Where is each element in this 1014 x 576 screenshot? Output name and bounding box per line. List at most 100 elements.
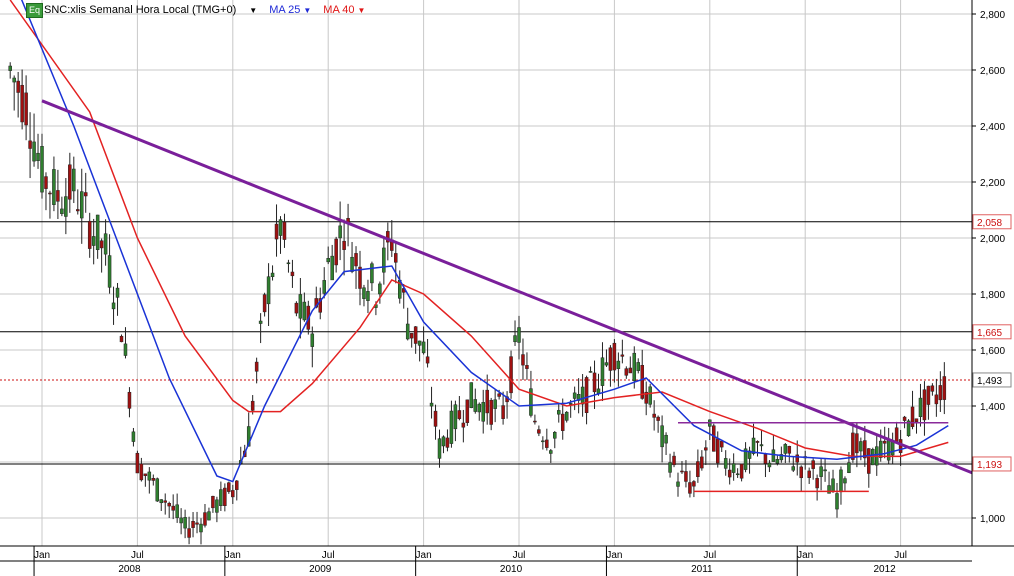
candle-body xyxy=(274,223,279,240)
candle-body xyxy=(60,208,64,214)
candle-body xyxy=(588,371,593,373)
candle-body xyxy=(330,255,334,281)
candle-body xyxy=(314,298,319,308)
candle-body xyxy=(851,432,855,460)
candle-body xyxy=(187,528,191,538)
candle-body xyxy=(684,471,688,482)
x-tick-label: Jan xyxy=(606,550,622,561)
candle-body xyxy=(517,327,521,343)
ma40-label[interactable]: MA 40 xyxy=(323,4,355,16)
candle-body xyxy=(24,92,28,126)
candle-body xyxy=(831,478,835,493)
ma40-dropdown-icon[interactable]: ▼ xyxy=(357,5,366,15)
candle-body xyxy=(358,266,362,289)
candle-body xyxy=(215,499,219,513)
candle-body xyxy=(568,403,573,405)
candle-body xyxy=(644,391,648,404)
candle-body xyxy=(258,320,263,324)
candle-body xyxy=(44,176,48,189)
candle-body xyxy=(76,209,80,212)
chart-header: Eq SNC:xlis Semanal Hora Local (TMG+0) ▼… xyxy=(26,2,377,18)
candle-body xyxy=(580,386,585,405)
candle-body xyxy=(620,354,625,357)
symbol-dropdown-icon[interactable]: ▼ xyxy=(249,5,258,15)
candle-body xyxy=(107,255,112,288)
candle-body xyxy=(147,471,152,481)
candle-body xyxy=(235,480,239,490)
candle-body xyxy=(72,168,76,192)
candle-body xyxy=(759,444,764,447)
candle-body xyxy=(155,478,160,502)
candle-body xyxy=(473,399,478,412)
candle-body xyxy=(914,418,919,423)
candle-body xyxy=(171,505,175,511)
candle-body xyxy=(612,342,617,371)
candle-body xyxy=(294,302,299,314)
ma40-line xyxy=(9,0,949,458)
x-tick-label: Jul xyxy=(513,550,526,561)
candle-body xyxy=(16,80,20,93)
candle-body xyxy=(775,459,780,464)
candle-body xyxy=(664,434,668,444)
symbol-label[interactable]: SNC:xlis Semanal Hora Local (TMG+0) xyxy=(44,4,237,16)
candle-body xyxy=(175,504,179,518)
candle-body xyxy=(767,462,772,468)
candle-body xyxy=(405,323,410,340)
candle-body xyxy=(668,462,672,473)
candle-body xyxy=(246,426,251,447)
candle-body xyxy=(135,452,140,474)
trendline[interactable] xyxy=(41,99,981,478)
candle-body xyxy=(95,214,100,251)
candle-body xyxy=(262,294,267,313)
year-label: 2010 xyxy=(500,564,523,575)
candle-body xyxy=(254,361,259,372)
candle-body xyxy=(771,449,776,462)
candle-body xyxy=(167,503,171,507)
candle-body xyxy=(80,191,84,219)
y-tick-label: 1,800 xyxy=(980,290,1005,301)
candle-body xyxy=(326,258,330,263)
candle-body xyxy=(648,386,652,405)
candle-body xyxy=(719,440,724,448)
candle-body xyxy=(12,77,16,83)
year-label: 2011 xyxy=(691,564,713,575)
ma25-label[interactable]: MA 25 xyxy=(269,4,301,16)
eq-icon[interactable]: Eq xyxy=(26,2,43,18)
candle-body xyxy=(847,462,851,474)
candle-body xyxy=(704,447,708,451)
candle-body xyxy=(445,437,450,448)
ma25-dropdown-icon[interactable]: ▼ xyxy=(303,5,312,15)
candle-body xyxy=(696,461,700,477)
candle-body xyxy=(36,152,40,162)
candle-body xyxy=(688,482,692,494)
candle-body xyxy=(632,352,637,382)
level-badge-label: 1,193 xyxy=(977,460,1002,471)
candle-body xyxy=(823,469,827,472)
candle-body xyxy=(906,420,911,437)
candle-body xyxy=(103,233,108,255)
candle-body xyxy=(350,256,354,272)
candle-body xyxy=(223,487,227,506)
candle-body xyxy=(942,376,947,400)
candle-body xyxy=(676,481,680,487)
candle-body xyxy=(111,302,116,310)
candle-body xyxy=(600,357,605,386)
candle-body xyxy=(815,478,819,489)
candle-body xyxy=(179,517,183,524)
y-tick-label: 2,600 xyxy=(980,66,1005,77)
candle-body xyxy=(493,399,497,409)
candle-body xyxy=(394,253,398,263)
level-badge-label: 2,058 xyxy=(977,218,1002,229)
level-badge-label: 1,665 xyxy=(977,328,1002,339)
candle-body xyxy=(533,420,537,423)
candle-body xyxy=(8,65,12,71)
candle-body xyxy=(894,427,899,442)
candle-body xyxy=(266,276,271,305)
candle-body xyxy=(441,436,446,447)
candle-body xyxy=(553,432,557,439)
candle-body xyxy=(322,280,326,294)
candle-body xyxy=(469,382,474,409)
candle-body xyxy=(28,140,32,149)
candle-body xyxy=(139,463,144,481)
